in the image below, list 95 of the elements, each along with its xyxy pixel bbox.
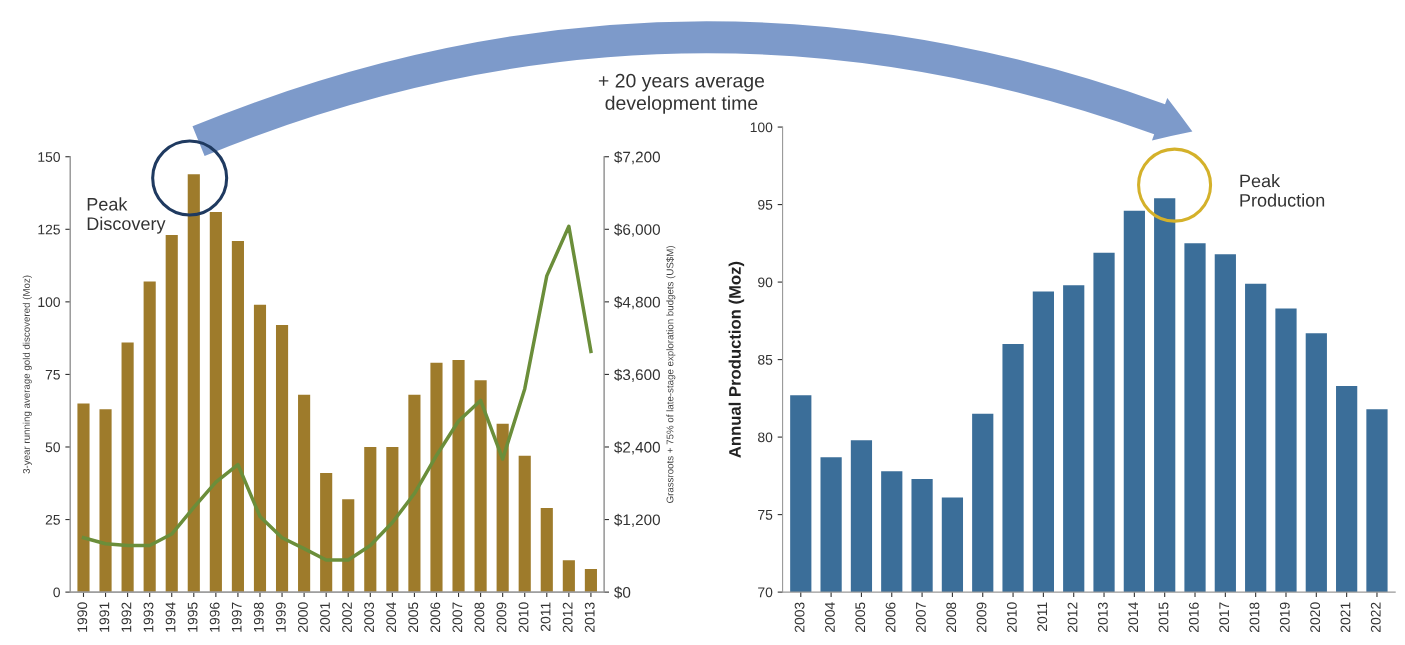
x-tick-label: 2010 — [1006, 602, 1017, 633]
bar — [342, 499, 355, 593]
x-tick-label: 2014 — [1128, 602, 1139, 633]
x-tick-label: 2012 — [562, 602, 573, 633]
x-tick-label: 2010 — [518, 602, 529, 633]
annotation: Peak Production — [1240, 174, 1325, 207]
x-tick-label: 1996 — [209, 602, 220, 632]
bar — [430, 362, 443, 593]
bar — [209, 211, 222, 593]
x-tick-label: 2009 — [976, 602, 987, 633]
y-tick-label: 80 — [758, 432, 773, 443]
y-tick-label: 75 — [758, 510, 773, 520]
bar — [99, 409, 112, 593]
y-tick-label: 70 — [758, 587, 773, 598]
y-tick-label: 25 — [45, 514, 60, 525]
x-tick-label: 2011 — [540, 602, 551, 631]
x-tick-label: 2012 — [1067, 602, 1078, 633]
y2-axis-title: Grassroots + 75% of late-stage exploration budgets (US$M) — [666, 246, 676, 503]
x-tick-label: 2020 — [1310, 602, 1321, 633]
y2-tick-label: $3,600 — [614, 368, 660, 382]
x-tick-label: 1991 — [99, 602, 110, 632]
x-tick-label: 2005 — [408, 602, 419, 633]
x-tick-label: 1997 — [231, 602, 242, 632]
bar — [496, 423, 509, 593]
x-tick-label: 2001 — [320, 602, 330, 633]
x-tick-label: 1999 — [275, 602, 286, 632]
x-tick-label: 2022 — [1370, 602, 1381, 633]
y-tick-label: 90 — [758, 277, 773, 288]
bar — [121, 342, 134, 593]
bar — [408, 394, 421, 593]
bar — [298, 394, 311, 593]
bar — [540, 507, 553, 593]
x-tick-label: 2007 — [915, 602, 926, 633]
y-tick-label: 0 — [53, 587, 60, 598]
x-tick-label: 2005 — [855, 602, 866, 633]
y2-tick-label: $4,800 — [614, 296, 660, 310]
y-tick-label: 100 — [38, 297, 60, 308]
x-tick-label: 2019 — [1279, 602, 1290, 633]
y-tick-label: 75 — [45, 369, 60, 380]
x-tick-label: 2000 — [298, 602, 308, 633]
y-axis-title: 3-year running average gold discovered (Moz) — [22, 275, 32, 474]
x-tick-label: 2015 — [1158, 602, 1169, 633]
x-tick-label: 2008 — [474, 602, 485, 633]
bar — [275, 325, 289, 593]
x-tick-label: 2011 — [1037, 602, 1048, 631]
x-tick-label: 2013 — [1097, 602, 1108, 633]
y-tick-label: 95 — [758, 199, 773, 210]
x-tick-label: 2004 — [386, 602, 397, 633]
bar — [231, 240, 244, 593]
x-tick-label: 2006 — [430, 602, 441, 633]
y2-tick-label: $6,000 — [614, 223, 660, 237]
y-tick-label: 50 — [45, 442, 60, 453]
bar — [253, 304, 267, 593]
x-tick-label: 1990 — [77, 602, 88, 632]
bar — [584, 568, 597, 593]
x-tick-label: 2009 — [496, 602, 507, 633]
y2-tick-label: $1,200 — [614, 513, 660, 528]
x-tick-label: 1998 — [253, 602, 264, 632]
y-tick-label: 125 — [38, 224, 60, 235]
annotation: Peak Discovery — [87, 197, 166, 234]
y-tick-label: 150 — [38, 152, 60, 162]
bar — [77, 403, 90, 593]
x-tick-label: 2003 — [794, 602, 805, 633]
x-tick-label: 2002 — [342, 602, 352, 633]
x-tick-label: 2016 — [1188, 602, 1199, 633]
x-tick-label: 1995 — [187, 602, 198, 632]
x-tick-label: 2007 — [452, 602, 463, 633]
y2-tick-label: $2,400 — [614, 441, 660, 455]
bar — [320, 473, 333, 593]
x-tick-label: 2008 — [946, 602, 957, 633]
y-tick-label: 100 — [750, 122, 773, 133]
x-tick-label: 1992 — [121, 602, 132, 632]
bar — [143, 281, 156, 593]
x-tick-label: 2021 — [1340, 602, 1351, 633]
x-tick-label: 2006 — [885, 602, 896, 633]
bar — [518, 455, 531, 593]
bar — [165, 235, 178, 593]
bar — [452, 359, 465, 593]
x-tick-label: 1993 — [143, 602, 154, 632]
x-tick-label: 2003 — [364, 602, 375, 633]
y2-tick-label: $0 — [614, 586, 631, 599]
bar — [474, 380, 487, 593]
x-tick-label: 2004 — [825, 602, 835, 633]
x-tick-label: 2013 — [584, 602, 595, 633]
bar — [364, 446, 377, 593]
x-tick-label: 2017 — [1219, 602, 1230, 633]
text: + 20 years average development time — [598, 73, 765, 114]
y-axis-title: Annual Production (Moz) — [728, 261, 745, 458]
bar — [386, 446, 399, 593]
x-tick-label: 2018 — [1249, 602, 1260, 633]
y-tick-label: 85 — [758, 354, 773, 365]
y2-tick-label: $7,200 — [614, 150, 660, 165]
bar — [562, 560, 575, 593]
x-tick-label: 1994 — [165, 602, 176, 632]
bar — [187, 174, 200, 593]
